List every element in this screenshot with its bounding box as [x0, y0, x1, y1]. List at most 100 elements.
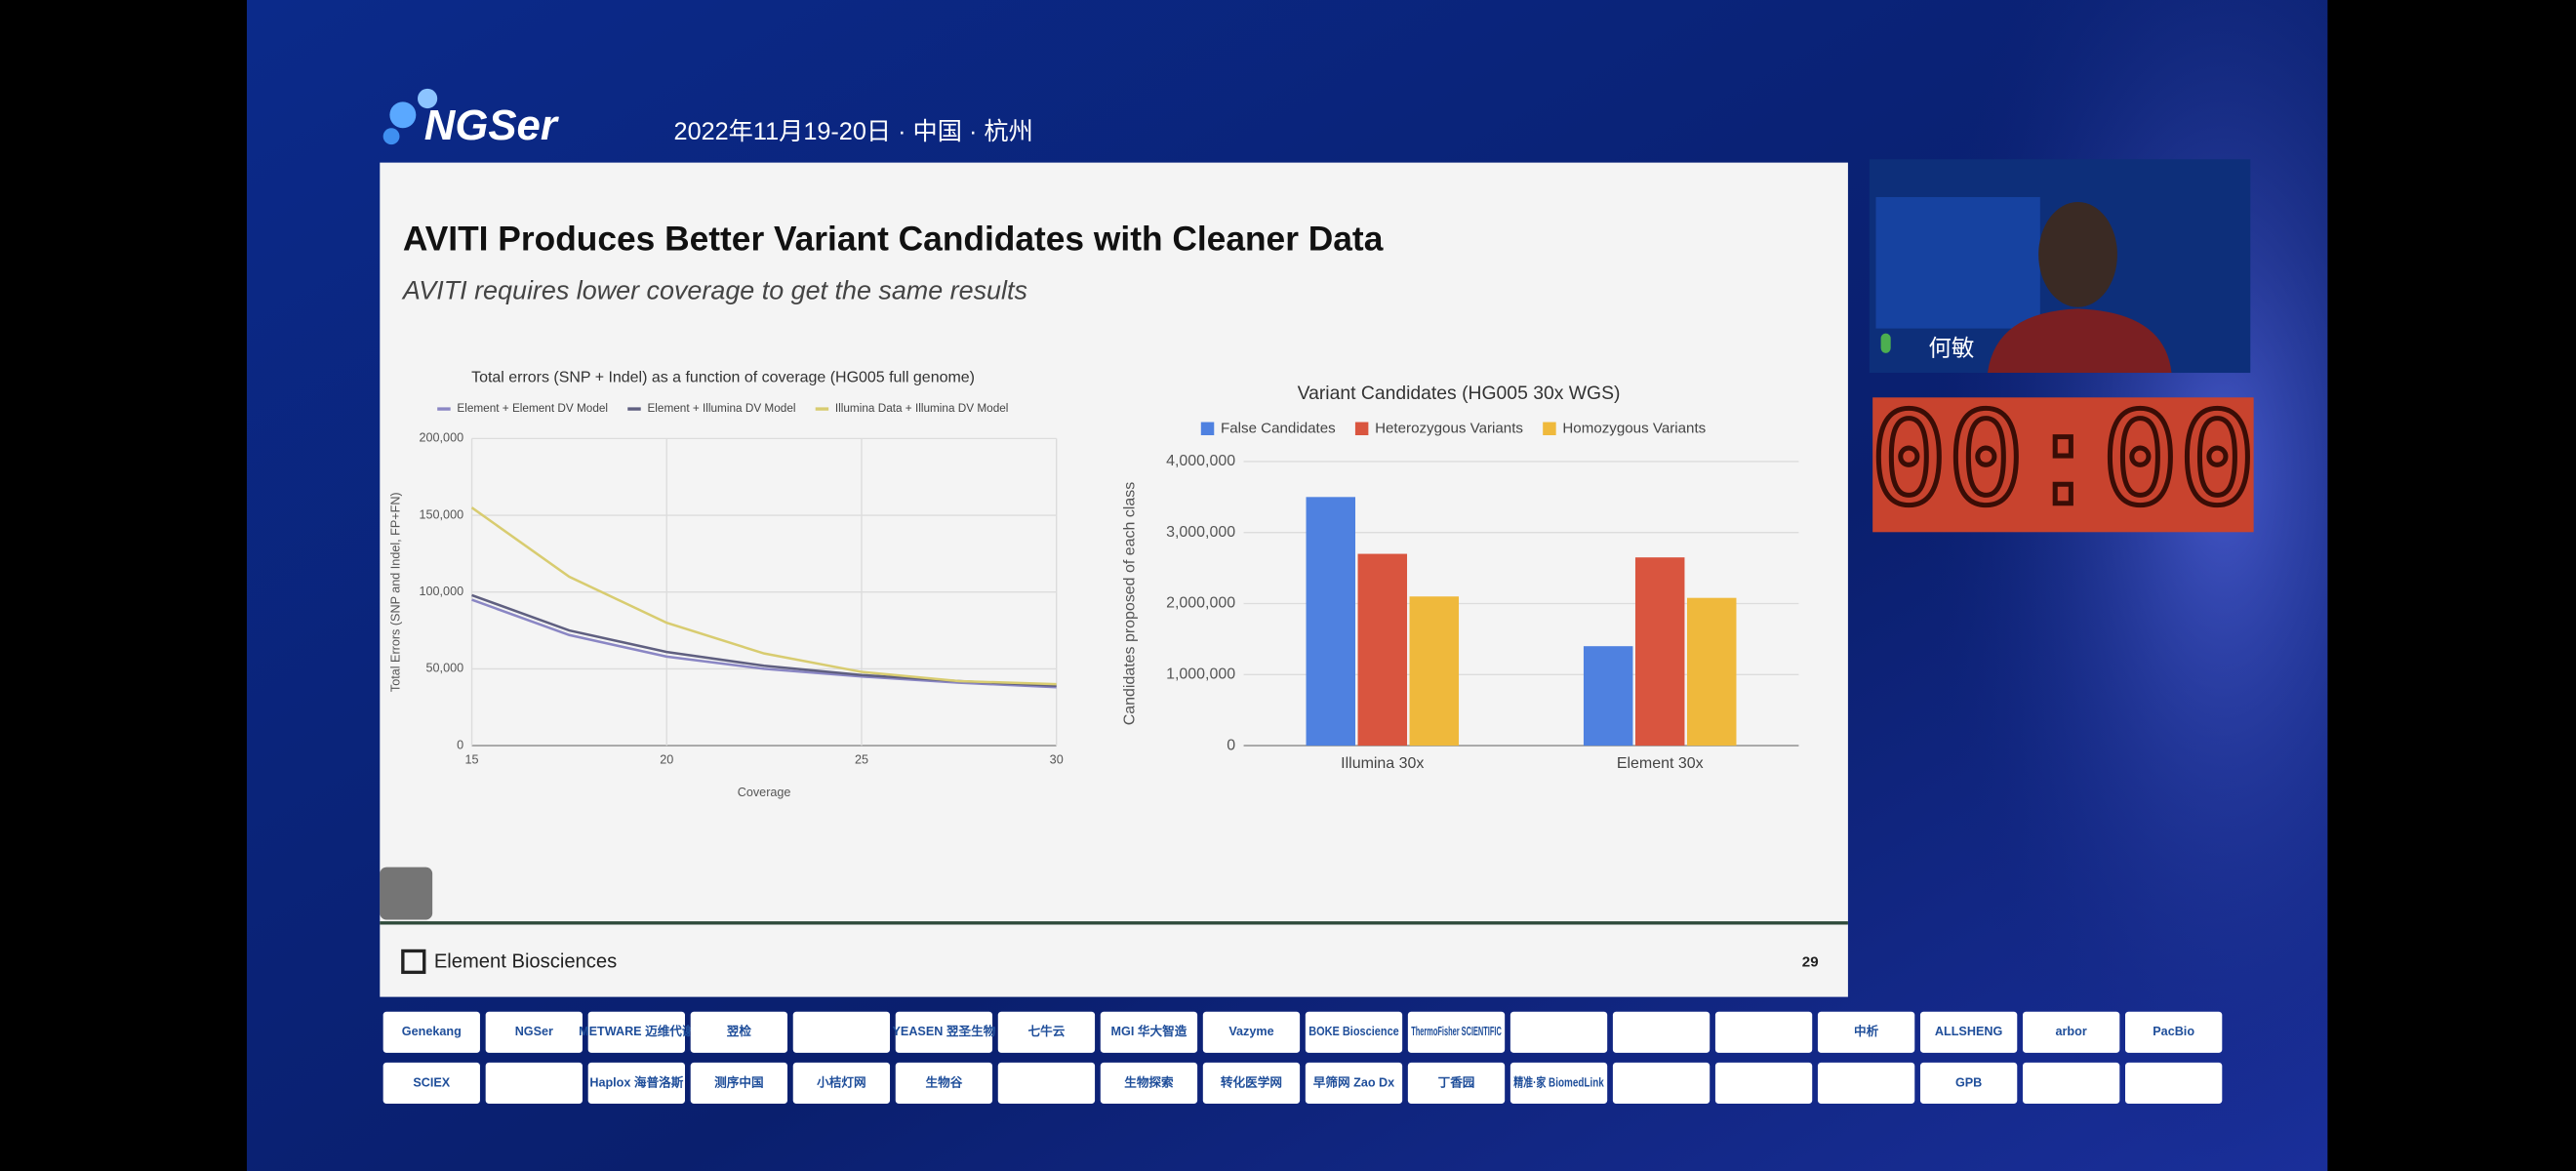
x-tick-label: 20 — [660, 753, 673, 767]
slide-background — [380, 162, 1848, 997]
y-tick-label: 0 — [457, 738, 463, 751]
sponsor-name: arbor — [2056, 1025, 2087, 1038]
sponsor-tile — [485, 1062, 583, 1104]
y-tick-label: 50,000 — [426, 662, 464, 675]
sponsor-tile — [1612, 1062, 1711, 1104]
legend-label: Illumina Data + Illumina DV Model — [835, 402, 1009, 415]
y-axis-label: Candidates proposed of each class — [1122, 482, 1139, 725]
sponsor-name: 小桔灯网 — [817, 1074, 865, 1089]
legend-label: False Candidates — [1221, 420, 1336, 436]
sponsor-strip: Genekang NGSer METWARE 迈维代谢 翌检 YEASEN 翌圣生物 七牛… — [382, 1011, 2223, 1104]
y-tick-label: 0 — [1227, 737, 1235, 753]
sponsor-tile — [1100, 1062, 1198, 1104]
sponsor-tile — [1407, 1011, 1506, 1053]
y-tick-label: 150,000 — [420, 507, 464, 521]
legend-swatch — [1354, 422, 1369, 436]
sponsor-name: PacBio — [2153, 1025, 2194, 1038]
sponsor-name: 中析 — [1854, 1024, 1879, 1038]
slide-footer: Element Biosciences — [434, 951, 617, 973]
y-tick-label: 1,000,000 — [1166, 666, 1235, 683]
sponsor-tile — [2125, 1062, 2223, 1104]
backdrop-poster — [1875, 196, 2040, 329]
bar — [1686, 597, 1737, 747]
footer-logo — [401, 949, 426, 975]
bar — [1409, 596, 1460, 747]
brand-logo: NGSer — [382, 88, 560, 149]
sponsor-tile — [792, 1011, 891, 1053]
sponsor-tile — [382, 1011, 480, 1053]
sponsor-name: Vazyme — [1228, 1025, 1273, 1038]
sponsor-tile — [1817, 1011, 1915, 1053]
sponsor-tile — [895, 1062, 993, 1104]
sponsor-tile — [792, 1062, 891, 1104]
y-tick-label: 4,000,000 — [1166, 453, 1235, 469]
timer: 00:00 — [1868, 382, 2258, 536]
sponsor-tile — [587, 1062, 685, 1104]
speaker-head — [2038, 202, 2117, 307]
sponsor-tile — [690, 1062, 788, 1104]
event-date: 2022年11月19-20日 · 中国 · 杭州 — [674, 118, 1033, 145]
sponsor-tile — [1305, 1062, 1403, 1104]
sponsor-name: Haplox 海普洛斯 — [589, 1074, 683, 1089]
sponsor-tile — [1612, 1011, 1711, 1053]
y-axis-label: Total Errors (SNP and Indel, FP+FN) — [388, 492, 402, 692]
sponsor-tile — [997, 1011, 1096, 1053]
x-tick-label: Illumina 30x — [1341, 755, 1424, 772]
y-tick-label: 3,000,000 — [1166, 524, 1235, 541]
sponsor-name: 早筛网 Zao Dx — [1313, 1074, 1394, 1089]
sponsor-name: GPB — [1955, 1075, 1982, 1089]
x-axis-label: Coverage — [738, 786, 791, 799]
page-number: 29 — [1802, 953, 1819, 970]
sponsor-name: 七牛云 — [1028, 1024, 1066, 1038]
legend-label: Element + Element DV Model — [457, 402, 608, 415]
sponsor-name: 精准·家 BiomedLink — [1513, 1074, 1604, 1089]
sponsor-tile — [1407, 1062, 1506, 1104]
x-tick-label: 15 — [465, 753, 479, 767]
sponsor-name: SCIEX — [413, 1075, 450, 1089]
sponsor-name: 丁香园 — [1438, 1074, 1475, 1089]
sponsor-tile — [485, 1011, 583, 1053]
y-tick-label: 2,000,000 — [1166, 595, 1235, 612]
x-tick-label: 30 — [1050, 753, 1064, 767]
sponsor-name: Genekang — [402, 1025, 462, 1038]
sponsor-tile — [1714, 1011, 1813, 1053]
legend-label: Heterozygous Variants — [1375, 420, 1523, 436]
sponsor-name: MGI 华大智造 — [1111, 1024, 1187, 1038]
sponsor-name: ThermoFisher SCIENTIFIC — [1411, 1025, 1502, 1038]
sponsor-name: 转化医学网 — [1221, 1074, 1282, 1089]
bar — [1306, 497, 1356, 747]
sponsor-name: 翌检 — [727, 1024, 752, 1038]
mic-icon — [1880, 333, 1891, 353]
line-series — [470, 506, 1057, 686]
sponsor-tile — [587, 1011, 685, 1053]
slide: AVITI Produces Better Variant Candidates… — [380, 162, 1848, 997]
sponsor-tile — [2125, 1011, 2223, 1053]
y-tick-label: 100,000 — [420, 585, 464, 598]
legend-label: Element + Illumina DV Model — [647, 402, 795, 415]
sponsor-tile — [1714, 1062, 1813, 1104]
speaker-body — [1987, 308, 2172, 374]
sponsor-name: YEASEN 翌圣生物 — [893, 1024, 996, 1038]
sponsor-tile — [1509, 1011, 1608, 1053]
chart: Variant Candidates (HG005 30x WGS) 0 1,000… — [1122, 383, 1799, 772]
logo-dot — [389, 101, 417, 129]
legend-label: Homozygous Variants — [1562, 420, 1706, 436]
sponsor-tile — [382, 1062, 480, 1104]
sponsor-tile — [997, 1062, 1096, 1104]
sponsor-tile — [2022, 1011, 2120, 1053]
sponsor-tile — [1305, 1011, 1403, 1053]
sponsor-tile — [1202, 1011, 1301, 1053]
logo-text: NGSer — [424, 101, 560, 149]
sponsor-tile — [1100, 1011, 1198, 1053]
logo-dot — [417, 88, 438, 109]
slide-menu-button[interactable] — [380, 867, 433, 920]
sponsor-tile — [1509, 1062, 1608, 1104]
sponsor-tile — [690, 1011, 788, 1053]
sponsor-name: 测序中国 — [714, 1074, 763, 1089]
sponsor-name: BOKE Bioscience — [1308, 1025, 1399, 1038]
sponsor-name: 生物谷 — [925, 1074, 962, 1089]
sponsor-tile — [895, 1011, 993, 1053]
sponsor-name: 生物探索 — [1124, 1074, 1174, 1089]
